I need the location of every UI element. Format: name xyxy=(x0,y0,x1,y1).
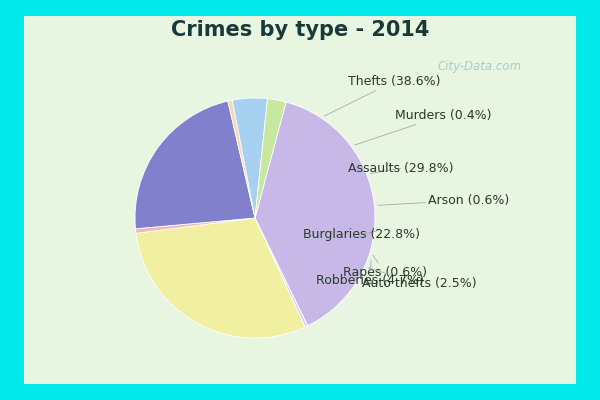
Text: Rapes (0.6%): Rapes (0.6%) xyxy=(343,255,427,279)
Wedge shape xyxy=(255,102,375,326)
Wedge shape xyxy=(228,100,255,218)
Wedge shape xyxy=(255,218,308,327)
Text: City-Data.com: City-Data.com xyxy=(438,60,522,73)
Text: Arson (0.6%): Arson (0.6%) xyxy=(378,194,509,207)
Text: Robberies (4.7%): Robberies (4.7%) xyxy=(316,260,424,286)
Text: Murders (0.4%): Murders (0.4%) xyxy=(355,109,492,145)
Wedge shape xyxy=(136,218,305,338)
Wedge shape xyxy=(135,101,255,229)
Text: Assaults (29.8%): Assaults (29.8%) xyxy=(348,162,453,175)
Wedge shape xyxy=(136,218,255,233)
Wedge shape xyxy=(232,98,268,218)
Text: Burglaries (22.8%): Burglaries (22.8%) xyxy=(303,228,420,241)
Text: Crimes by type - 2014: Crimes by type - 2014 xyxy=(171,20,429,40)
Wedge shape xyxy=(255,99,286,218)
Text: Auto thefts (2.5%): Auto thefts (2.5%) xyxy=(362,268,477,290)
Text: Thefts (38.6%): Thefts (38.6%) xyxy=(325,75,441,116)
